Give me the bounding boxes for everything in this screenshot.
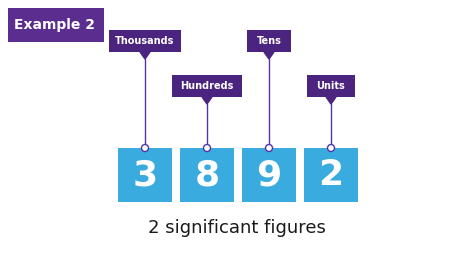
FancyBboxPatch shape — [8, 8, 104, 42]
FancyBboxPatch shape — [118, 148, 172, 202]
FancyBboxPatch shape — [172, 75, 242, 97]
Polygon shape — [264, 52, 274, 59]
FancyBboxPatch shape — [180, 148, 234, 202]
Circle shape — [203, 144, 210, 152]
Circle shape — [265, 144, 273, 152]
Text: 2 significant figures: 2 significant figures — [148, 219, 326, 237]
Text: Example 2: Example 2 — [14, 18, 95, 32]
FancyBboxPatch shape — [109, 30, 181, 52]
Text: Hundreds: Hundreds — [180, 81, 234, 91]
Text: 2: 2 — [319, 158, 344, 192]
FancyBboxPatch shape — [304, 148, 358, 202]
FancyBboxPatch shape — [242, 148, 296, 202]
FancyBboxPatch shape — [247, 30, 291, 52]
Text: Tens: Tens — [256, 36, 282, 46]
Polygon shape — [202, 97, 212, 104]
Text: Units: Units — [317, 81, 346, 91]
Text: 9: 9 — [256, 158, 282, 192]
Text: 3: 3 — [132, 158, 157, 192]
Circle shape — [142, 144, 148, 152]
Circle shape — [328, 144, 335, 152]
Polygon shape — [326, 97, 336, 104]
FancyBboxPatch shape — [307, 75, 355, 97]
Text: Thousands: Thousands — [115, 36, 175, 46]
Polygon shape — [140, 52, 150, 59]
Text: 8: 8 — [194, 158, 219, 192]
